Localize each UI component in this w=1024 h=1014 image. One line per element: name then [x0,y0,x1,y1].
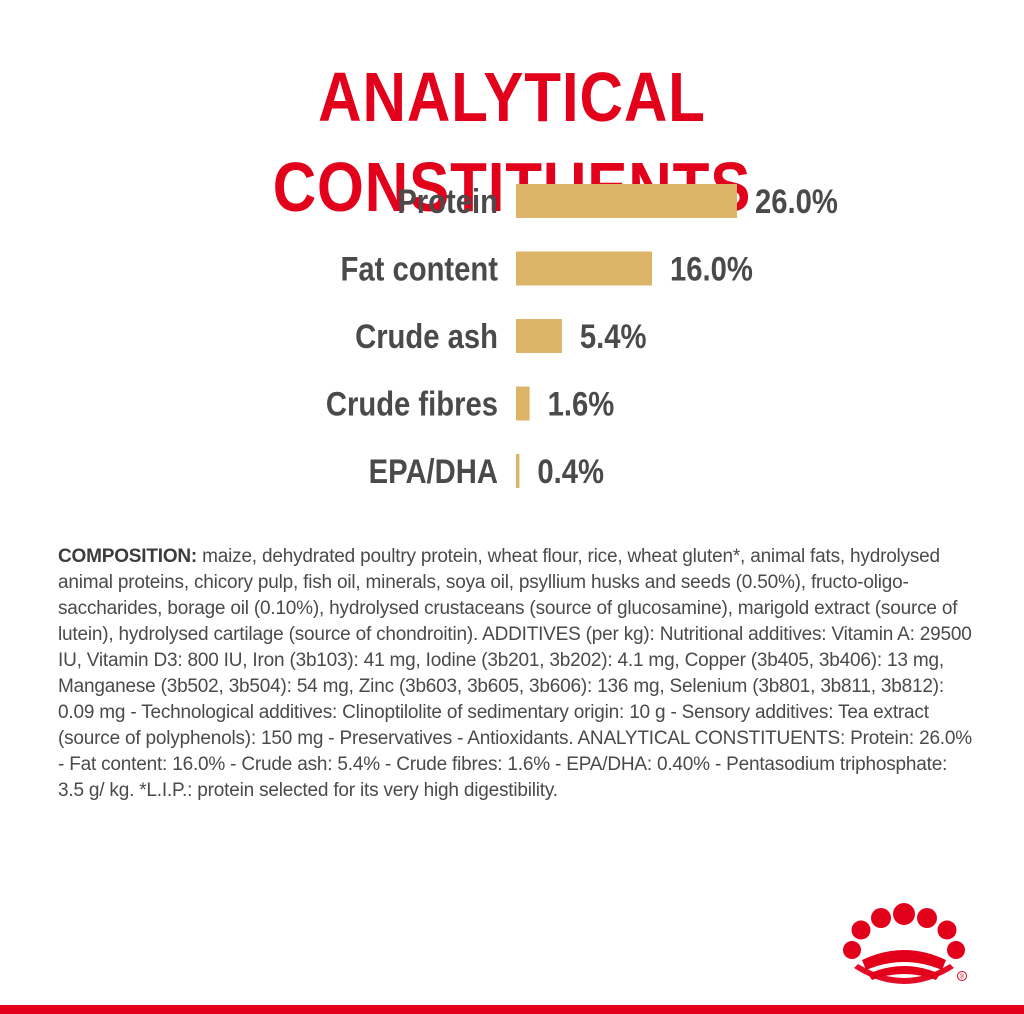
registered-mark: ® [960,974,965,981]
value-label: 5.4% [580,317,647,356]
bottom-accent-bar [0,1005,1024,1014]
composition-text: COMPOSITION: maize, dehydrated poultry p… [58,544,978,804]
category-label: Protein [397,182,498,221]
category-label: Crude fibres [326,384,498,423]
category-label: EPA/DHA [369,452,498,491]
bar [516,319,562,353]
bar [516,251,652,286]
composition-lead: COMPOSITION: [58,546,198,567]
bar [516,386,530,421]
composition-body: maize, dehydrated poultry protein, wheat… [58,546,972,801]
bar [516,184,737,218]
value-label: 1.6% [548,384,615,423]
bar [516,454,520,488]
analytical-constituents-chart: Protein 26.0% Fat content 16.0% Crude ash 5.4… [326,182,838,491]
value-label: 16.0% [670,249,753,288]
category-label: Fat content [341,249,499,288]
value-label: 26.0% [755,182,838,221]
category-label: Crude ash [355,317,498,356]
value-label: 0.4% [537,452,604,491]
crown-icon: ® [843,903,967,984]
